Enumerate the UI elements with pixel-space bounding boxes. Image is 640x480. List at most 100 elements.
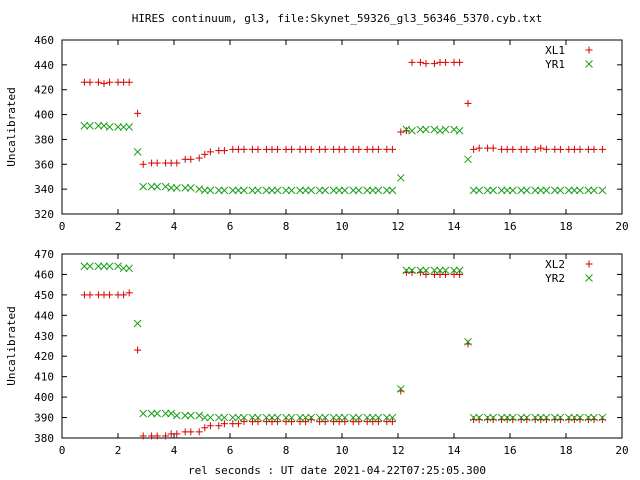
data-point (125, 289, 133, 297)
y-tick-label: 400 (34, 391, 54, 404)
data-point (240, 413, 248, 422)
x-tick-label: 2 (115, 444, 122, 457)
data-point (408, 266, 416, 275)
data-point (206, 148, 214, 156)
data-point (335, 186, 344, 195)
data-point (456, 58, 464, 66)
data-point (186, 184, 195, 192)
data-point (556, 145, 564, 153)
data-point (167, 184, 176, 192)
data-point (315, 186, 324, 195)
data-point (268, 413, 276, 422)
y-axis-label: Uncalibrated (5, 87, 18, 166)
data-point (355, 145, 363, 153)
data-point (321, 413, 330, 422)
data-point (240, 186, 248, 195)
y-tick-label: 380 (34, 133, 54, 146)
data-point (396, 385, 405, 393)
x-tick-label: 6 (227, 444, 234, 457)
data-point (153, 409, 162, 418)
legend-marker (585, 46, 593, 54)
data-point (195, 428, 203, 436)
x-tick-label: 16 (503, 220, 516, 233)
data-point (531, 145, 539, 153)
data-point (268, 186, 276, 195)
data-point (167, 409, 176, 418)
data-point (598, 186, 607, 195)
data-point (287, 186, 296, 195)
data-point (536, 413, 545, 422)
data-point (374, 186, 383, 195)
data-point (86, 291, 94, 299)
data-point (119, 123, 128, 131)
data-point (94, 78, 102, 86)
legend-marker (585, 274, 593, 282)
data-point (508, 413, 517, 422)
data-point (181, 184, 190, 192)
data-point (374, 145, 382, 153)
data-point (94, 262, 103, 271)
data-point (240, 418, 248, 426)
data-point (106, 291, 114, 299)
data-point (340, 413, 349, 422)
data-point (302, 418, 310, 426)
data-point (94, 121, 103, 130)
data-point (181, 411, 190, 420)
data-point (321, 418, 329, 426)
data-point (206, 422, 214, 430)
data-point (584, 413, 593, 422)
data-point (531, 413, 540, 422)
chart-title: HIRES continuum, gl3, file:Skynet_59326_… (132, 12, 543, 25)
data-point (570, 413, 579, 422)
data-point (570, 186, 579, 195)
data-point (296, 186, 304, 195)
data-point (187, 428, 195, 436)
data-point (382, 186, 391, 195)
data-point (430, 266, 439, 275)
data-point (489, 413, 498, 422)
data-point (374, 413, 383, 422)
data-point (470, 145, 478, 153)
data-point (86, 78, 94, 86)
data-point (214, 186, 223, 195)
y-tick-label: 400 (34, 109, 54, 122)
data-point (442, 58, 450, 66)
x-tick-label: 4 (171, 220, 178, 233)
data-point (542, 413, 551, 422)
data-point (153, 432, 161, 440)
series-YR1 (80, 121, 607, 195)
data-point (200, 413, 209, 422)
data-point (531, 186, 540, 195)
data-point (248, 413, 257, 422)
data-point (564, 413, 573, 422)
data-point (234, 413, 243, 422)
x-axis-label: rel seconds : UT date 2021-04-22T07:25:0… (188, 464, 486, 477)
data-point (430, 60, 438, 68)
data-point (517, 186, 526, 195)
data-point (100, 80, 108, 87)
series-XL2 (80, 268, 606, 440)
data-point (301, 413, 310, 422)
data-point (134, 346, 142, 354)
data-point (187, 155, 195, 163)
data-point (475, 413, 484, 422)
data-point (134, 109, 142, 117)
data-point (341, 145, 349, 153)
data-point (363, 186, 372, 195)
data-point (248, 186, 257, 195)
data-point (100, 262, 108, 271)
x-tick-label: 12 (391, 444, 404, 457)
data-point (206, 186, 215, 195)
data-point (105, 123, 114, 131)
x-tick-label: 18 (559, 220, 572, 233)
data-point (195, 411, 204, 420)
y-tick-label: 450 (34, 289, 54, 302)
data-point (388, 413, 397, 422)
data-point (475, 144, 483, 152)
data-point (133, 319, 142, 328)
data-point (195, 154, 203, 162)
data-point (282, 186, 290, 195)
data-point (363, 413, 372, 422)
legend-label: YR1 (545, 58, 565, 71)
